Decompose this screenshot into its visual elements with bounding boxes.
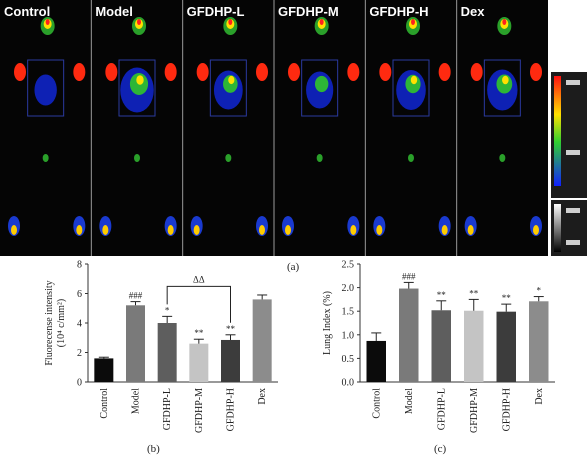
bar-gfdhp-m (464, 310, 484, 382)
color-scale-bar (551, 72, 587, 256)
significance-mark: ### (402, 271, 416, 281)
y-axis-label: Fluorecense intensity (44, 280, 55, 365)
bar-control (94, 358, 114, 382)
y-axis-unit: (10⁴ c/mm²) (56, 299, 67, 347)
x-tick-label: Dex (257, 388, 268, 405)
imaging-image: Control Model GFDHP-L GFDHP-M GFDHP-H Dex (0, 0, 588, 256)
x-tick-label: Model (131, 388, 142, 414)
caption-c: (c) (434, 443, 447, 455)
comparison-bracket: ΔΔ (166, 274, 231, 323)
significance-mark: ** (469, 288, 479, 298)
y-tick-label: 2.5 (342, 260, 355, 271)
y-tick-label: 2 (77, 348, 82, 359)
lane-label: GFDHP-H (369, 4, 428, 19)
x-tick-label: GFDHP-H (501, 388, 512, 431)
x-tick-label: Control (99, 388, 110, 419)
x-tick-label: Dex (534, 388, 545, 405)
y-tick-label: 0.0 (342, 378, 355, 389)
y-tick-label: 4 (77, 319, 82, 330)
bar-gfdhp-h (496, 311, 516, 382)
x-tick-label: Model (404, 388, 415, 414)
x-tick-label: Control (371, 388, 382, 419)
caption-a: (a) (287, 261, 300, 273)
significance-mark: ### (129, 291, 143, 301)
bar-gfdhp-m (189, 343, 209, 382)
bar-control (366, 340, 386, 382)
y-tick-label: 6 (77, 289, 82, 300)
imaging-lane-gfdhp-h: GFDHP-H (364, 0, 451, 256)
y-tick-label: 1.0 (342, 330, 355, 341)
lane-label: Control (4, 4, 50, 19)
lane-label: Model (95, 4, 133, 19)
bracket-label: ΔΔ (193, 274, 205, 284)
y-tick-label: 0 (77, 378, 82, 389)
imaging-panel: Control Model GFDHP-L GFDHP-M GFDHP-H Dex (0, 0, 588, 256)
y-tick-label: 8 (77, 260, 82, 271)
bar-gfdhp-l (157, 323, 177, 382)
bar-dex (529, 301, 549, 382)
significance-mark: ** (437, 290, 447, 300)
significance-mark: * (537, 286, 542, 296)
x-tick-label: GFDHP-L (162, 388, 173, 430)
imaging-lane-model: Model (90, 0, 177, 256)
significance-mark: ** (502, 293, 512, 303)
imaging-lane-dex: Dex (456, 0, 542, 256)
imaging-lane-control: Control (4, 4, 86, 236)
bar-model (126, 305, 145, 382)
x-tick-label: GFDHP-M (194, 388, 205, 433)
chart-fluorescence: 0 2 4 6 8 Fluorecense intensity (10⁴ c/mm²) Con… (44, 260, 278, 433)
significance-mark: ** (194, 328, 204, 338)
imaging-lane-gfdhp-m: GFDHP-M (273, 0, 360, 256)
caption-b: (b) (147, 443, 160, 455)
bar-model (399, 288, 419, 382)
lane-label: GFDHP-M (278, 4, 339, 19)
lane-label: Dex (461, 4, 486, 19)
y-tick-label: 0.5 (342, 354, 355, 365)
bar-gfdhp-h (221, 339, 240, 382)
lane-label: GFDHP-L (187, 4, 245, 19)
bar-gfdhp-l (431, 310, 451, 382)
y-tick-label: 2.0 (342, 283, 355, 294)
significance-mark: * (165, 305, 170, 315)
chart-lung-index: 0.0 0.5 1.0 1.5 2.0 2.5 Lung Index (%) Control #… (322, 260, 555, 433)
y-tick-label: 1.5 (342, 307, 355, 318)
significance-mark: ** (226, 324, 236, 334)
bar-dex (252, 299, 272, 382)
x-tick-label: GFDHP-M (469, 388, 480, 433)
x-tick-label: GFDHP-L (436, 388, 447, 430)
y-axis-label: Lung Index (%) (322, 291, 333, 355)
x-tick-label: GFDHP-H (226, 388, 237, 431)
imaging-lane-gfdhp-l: GFDHP-L (182, 0, 268, 256)
